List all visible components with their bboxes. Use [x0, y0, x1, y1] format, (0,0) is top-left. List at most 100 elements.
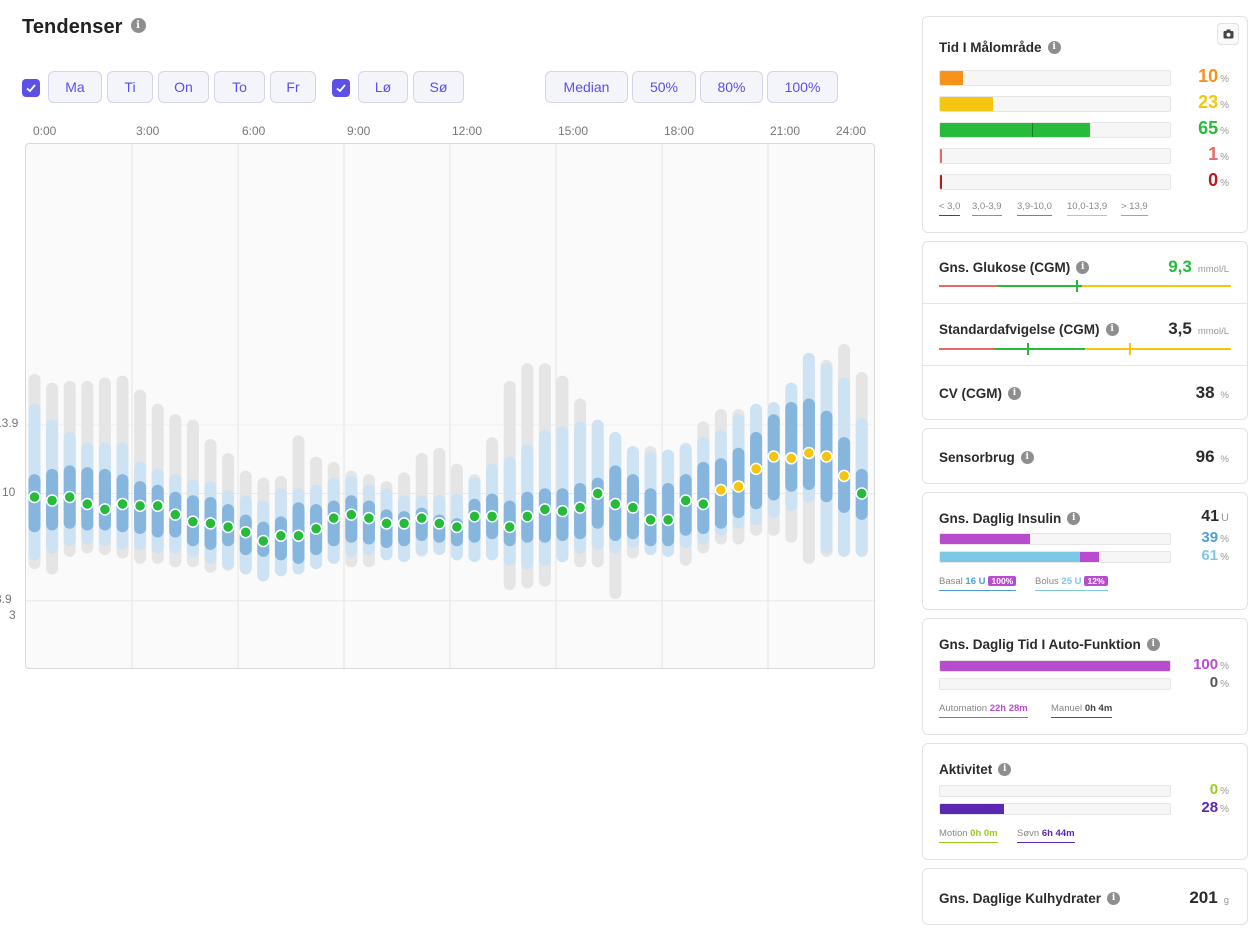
percentile-80[interactable]: 80%: [700, 71, 763, 103]
motion-label: Motion: [939, 828, 968, 839]
median-point: [274, 529, 288, 542]
insulin-total: 41 U: [1201, 508, 1229, 526]
weekend-checkbox[interactable]: [332, 79, 350, 97]
day-filter-fr[interactable]: Fr: [270, 71, 316, 103]
auto-mode-card: Gns. Daglig Tid I Auto-Funktion i 100% 0%…: [922, 618, 1248, 735]
percentile-median[interactable]: Median: [545, 71, 628, 103]
sleep-pct: 28%: [1201, 799, 1229, 816]
median-point: [221, 520, 235, 534]
range-50-bar: [98, 468, 111, 531]
avg-glucose-title-text: Gns. Glukose (CGM): [939, 260, 1071, 275]
median-point: [802, 446, 816, 460]
time-tick: 12:00: [452, 124, 483, 138]
auto-pct: 100%: [1193, 656, 1229, 673]
auto-legend: Automation 22h 28m: [939, 703, 1028, 718]
avg-glucose-unit: mmol/L: [1197, 264, 1229, 275]
insulin-bolus-pct: 39%: [1201, 529, 1229, 546]
check-icon: [26, 84, 36, 93]
insulin-basal-fill: [940, 552, 1081, 562]
info-icon[interactable]: i: [1020, 450, 1034, 464]
tir-pct-high: 23%: [1198, 92, 1229, 113]
info-icon[interactable]: i: [1076, 260, 1090, 274]
median-point: [820, 450, 833, 463]
chart-svg: [26, 144, 876, 670]
activity-card: Aktivitet i 0% 28% Motion 0h 0m Søvn 6h 4…: [922, 743, 1248, 860]
sd-marker-high: [1128, 343, 1131, 355]
glucose-trend-chart: [25, 143, 876, 670]
median-point: [186, 515, 200, 528]
insulin-bolus-legend: Bolus 25 U 12%: [1035, 576, 1108, 591]
day-filter-to[interactable]: To: [214, 71, 265, 103]
day-filter-ma[interactable]: Ma: [48, 71, 102, 103]
tir-bar-very-high: [939, 70, 1171, 86]
manual-pct-number: 0: [1209, 674, 1219, 691]
bolus-value: 25 U: [1061, 576, 1082, 587]
info-icon[interactable]: i: [998, 762, 1012, 776]
cv-unit: %: [1220, 390, 1229, 401]
auto-value: 22h 28m: [989, 703, 1028, 714]
info-icon[interactable]: i: [130, 18, 146, 34]
median-point: [485, 510, 499, 523]
tir-pct-in-range: 65%: [1198, 118, 1229, 139]
day-filter-on[interactable]: On: [158, 71, 209, 103]
y-tick: 13.9: [0, 416, 19, 430]
info-icon[interactable]: i: [1047, 40, 1061, 54]
insulin-pct-unit: %: [1220, 534, 1229, 545]
range-50-bar: [802, 398, 815, 490]
tir-legend-very-low: < 3,0: [939, 201, 961, 216]
avg-glucose-marker: [1076, 280, 1079, 292]
tir-bar-low: [939, 148, 1171, 164]
auto-bar: [939, 660, 1171, 672]
day-filter-lo[interactable]: Lø: [358, 71, 408, 103]
insulin-pct-unit: %: [1220, 552, 1229, 563]
info-icon[interactable]: i: [1105, 322, 1119, 336]
sensor-title: Sensorbrug i: [939, 450, 1034, 465]
bolus-auto-tag: 12%: [1084, 576, 1108, 586]
insulin-basal-bar: [939, 551, 1171, 563]
median-point: [98, 503, 112, 516]
manual-pct-unit: %: [1220, 679, 1229, 690]
median-point: [679, 494, 692, 507]
basal-value: 16 U: [965, 576, 986, 587]
tir-fill-high: [940, 97, 993, 111]
auto-title: Gns. Daglig Tid I Auto-Funktion i: [939, 637, 1160, 652]
cv-title: CV (CGM) i: [939, 386, 1021, 401]
median-point: [362, 511, 376, 525]
median-point: [661, 513, 675, 527]
time-tick: 24:00: [836, 124, 867, 138]
check-icon: [336, 84, 346, 93]
info-icon[interactable]: i: [1146, 637, 1160, 651]
weekdays-checkbox[interactable]: [22, 79, 40, 97]
median-point: [433, 517, 446, 530]
info-icon[interactable]: i: [1067, 511, 1081, 525]
camera-icon: [1223, 29, 1234, 39]
percentile-50[interactable]: 50%: [632, 71, 696, 103]
info-icon[interactable]: i: [1008, 386, 1021, 400]
basal-label: Basal: [939, 576, 963, 587]
median-point: [749, 462, 763, 476]
day-filter-so[interactable]: Sø: [413, 71, 464, 103]
day-filter-ti[interactable]: Ti: [107, 71, 153, 103]
info-icon[interactable]: i: [1107, 891, 1121, 905]
median-point: [785, 452, 798, 465]
median-point: [714, 483, 728, 497]
median-point: [626, 501, 640, 514]
sd-unit: mmol/L: [1197, 326, 1229, 337]
cv-value: 38%: [1196, 383, 1229, 403]
cv-number: 38: [1195, 383, 1215, 402]
median-point: [450, 520, 464, 534]
sleep-pct-unit: %: [1220, 804, 1229, 815]
activity-title: Aktivitet i: [939, 762, 1012, 777]
percentile-100[interactable]: 100%: [767, 71, 838, 103]
y-tick: 10: [2, 485, 16, 499]
median-point: [345, 508, 358, 521]
sleep-bar: [939, 803, 1171, 815]
median-point: [697, 497, 710, 511]
tir-title-text: Tid I Målområde: [939, 40, 1042, 55]
camera-button[interactable]: [1217, 23, 1239, 45]
carbs-number: 201: [1189, 888, 1218, 907]
insulin-total-number: 41: [1201, 508, 1220, 525]
insulin-basal-pct-number: 61: [1201, 547, 1219, 564]
carbs-value: 201 g: [1189, 888, 1229, 908]
tir-pct-low: 1%: [1208, 144, 1229, 165]
